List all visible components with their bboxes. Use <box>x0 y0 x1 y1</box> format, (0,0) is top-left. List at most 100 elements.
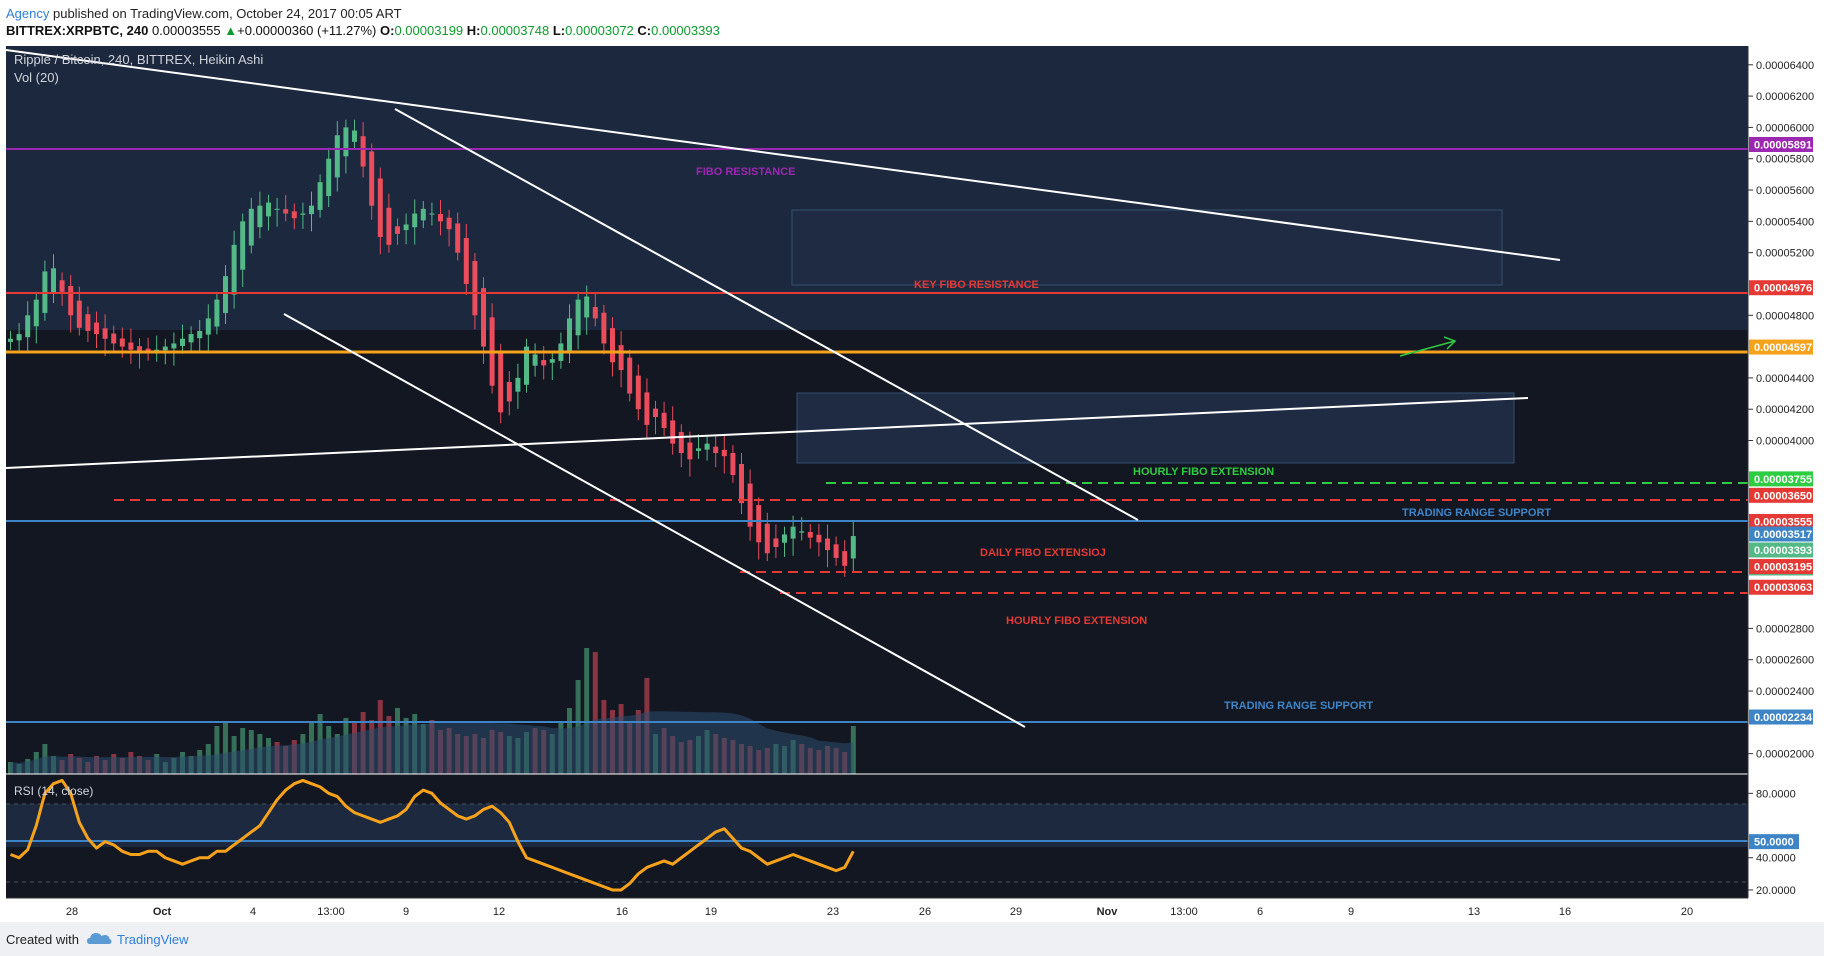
candle-body <box>661 412 667 429</box>
price-badge-label: 0.00003555 <box>1754 517 1812 529</box>
candle-body <box>627 357 633 394</box>
price-badge <box>1749 559 1813 575</box>
arrow-head-icon <box>1443 336 1457 350</box>
time-label: 28 <box>66 906 78 918</box>
volume-bar <box>214 726 220 774</box>
price-badge-label: 0.00004976 <box>1754 283 1812 295</box>
candle-body <box>618 345 624 371</box>
candle-body <box>291 211 297 219</box>
ohlc-legend: BITTREX:XRPBTC, 240 0.00003555 ▲+0.00000… <box>6 23 720 38</box>
price-badge <box>1749 709 1813 725</box>
candle-body <box>231 244 237 295</box>
price-tick-label: 0.00002800 <box>1756 623 1814 635</box>
candle-body <box>309 205 314 215</box>
candle-body <box>429 213 435 215</box>
time-label: 13 <box>1468 906 1480 918</box>
candle-body <box>300 213 306 215</box>
time-label: 9 <box>403 906 409 918</box>
price-badge <box>1749 136 1813 152</box>
candle-body <box>687 442 693 460</box>
rsi-badge <box>1749 834 1799 850</box>
price-tick-label: 0.00004000 <box>1756 436 1814 448</box>
time-label: 12 <box>493 906 505 918</box>
candle-body <box>756 505 762 543</box>
price-tick-label: 0.00004200 <box>1756 404 1814 416</box>
price-badge <box>1749 339 1813 355</box>
candle-body <box>575 299 581 336</box>
candle-body <box>739 463 744 504</box>
price-tick-label: 0.00002600 <box>1756 655 1814 667</box>
candle-body <box>816 534 822 543</box>
price-badge <box>1749 487 1813 503</box>
projection-arrow <box>1399 340 1456 357</box>
candle-body <box>541 360 547 366</box>
candle-body <box>833 544 839 558</box>
tradingview-logo-icon[interactable] <box>86 930 112 946</box>
time-label: 19 <box>705 906 717 918</box>
candle-body <box>334 135 340 178</box>
close-label: C: <box>637 23 652 38</box>
candle-body <box>188 334 194 343</box>
candle-body <box>16 334 22 341</box>
candle-body <box>790 526 796 539</box>
time-label: 29 <box>1010 906 1022 918</box>
price-badge-label: 0.00003393 <box>1754 545 1812 557</box>
footer: Created with TradingView <box>0 922 1824 956</box>
price-tick-label: 0.00005600 <box>1756 185 1814 197</box>
price-badge-label: 0.00003195 <box>1754 562 1812 574</box>
rsi-line <box>9 778 855 892</box>
time-label: 13:00 <box>1170 906 1198 918</box>
candle-body <box>180 338 185 346</box>
time-axis[interactable] <box>6 898 1748 922</box>
candle-body <box>782 534 787 543</box>
candle-body <box>257 205 263 228</box>
candle-body <box>524 346 529 385</box>
publish-header: Agency published on TradingView.com, Oct… <box>0 0 1824 44</box>
price-tick-label: 0.00005200 <box>1756 248 1814 260</box>
candle-body <box>68 286 74 316</box>
price-badge-label: 0.00002234 <box>1754 712 1813 724</box>
time-label: 23 <box>827 906 839 918</box>
close-value: 0.00003393 <box>651 23 720 38</box>
candle-body <box>825 538 830 551</box>
candle-body <box>635 375 641 410</box>
time-labels: 28 Oct 4 13:00 9 12 16 19 23 26 29 Nov 13:00 6 9 13 16 20 <box>66 906 1693 918</box>
candle-body <box>463 238 469 284</box>
rsi-tick-label: 80.0000 <box>1756 788 1796 800</box>
candle-body <box>248 208 254 246</box>
channel-line-lower <box>283 313 1026 728</box>
candle-body <box>455 223 461 253</box>
candle-body <box>154 349 160 351</box>
price-badge-label: 0.00005891 <box>1754 139 1812 151</box>
candle-body <box>111 333 117 344</box>
candle-body <box>377 178 383 238</box>
publisher-link[interactable]: Agency <box>6 6 50 21</box>
price-badge <box>1749 280 1813 296</box>
trend-line-top <box>5 49 1561 261</box>
chart-canvas[interactable]: FIBO RESISTANCE KEY FIBO RESISTANCE HOUR… <box>0 44 1824 922</box>
trading-range-annotation-1: TRADING RANGE SUPPORT <box>1402 507 1551 519</box>
tradingview-link[interactable]: TradingView <box>117 932 189 947</box>
daily-fibo-annotation: DAILY FIBO EXTENSIOJ <box>980 547 1106 559</box>
time-label: 13:00 <box>317 906 345 918</box>
candle-body <box>25 315 31 338</box>
main-pane-title: Ripple / Bitcoin, 240, BITTREX, Heikin A… <box>14 52 263 67</box>
price-tick-label: 0.00002400 <box>1756 686 1814 698</box>
low-value: 0.00003072 <box>565 23 634 38</box>
price-badge-label: 0.00003063 <box>1754 582 1812 594</box>
time-label: 16 <box>1559 906 1571 918</box>
candle-body <box>842 551 848 566</box>
candle-body <box>59 280 65 292</box>
candle-body <box>8 338 13 342</box>
time-label: 16 <box>616 906 628 918</box>
candle-body <box>214 299 220 327</box>
candle-body <box>51 268 56 293</box>
high-value: 0.00003748 <box>480 23 550 38</box>
rsi-ticks: 80.0000 50.0000 40.0000 20.0000 <box>1748 788 1799 897</box>
candle-body <box>446 217 452 230</box>
candle-body <box>360 136 366 167</box>
price-tick-label: 0.00004800 <box>1756 310 1814 322</box>
price-tick-label: 0.00006000 <box>1756 122 1814 134</box>
time-label: 26 <box>919 906 931 918</box>
candle-body <box>223 276 228 314</box>
